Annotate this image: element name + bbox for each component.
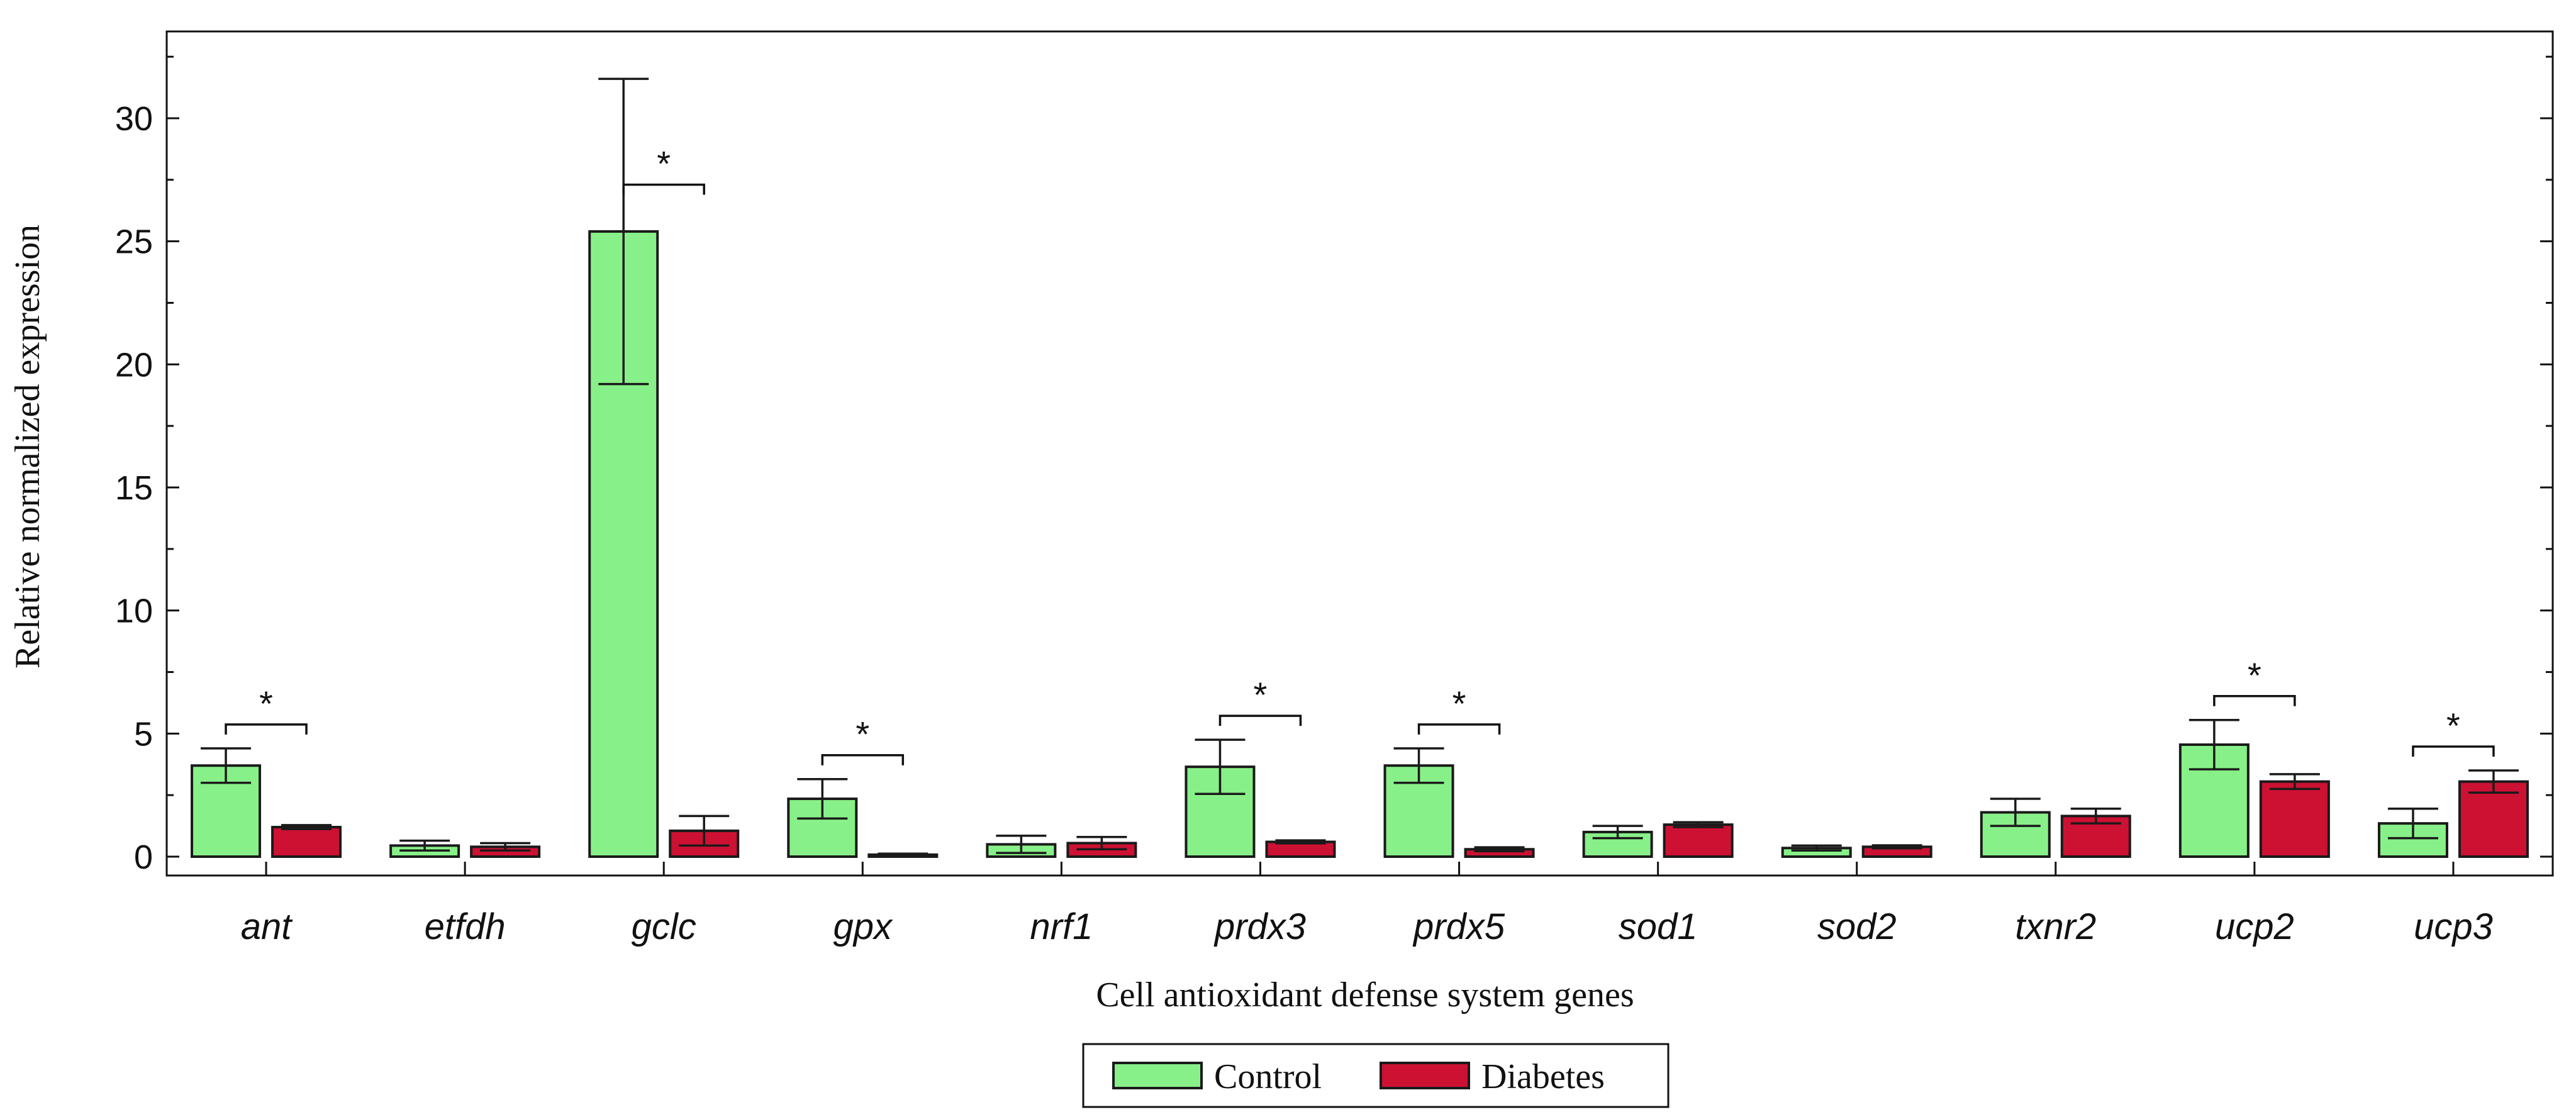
bar-diabetes-ant <box>271 826 342 859</box>
x-tick-label: gpx <box>834 906 894 947</box>
x-tick-label: ant <box>241 906 294 947</box>
plot-frame <box>165 30 2554 877</box>
x-tick-label: ucp3 <box>2414 906 2493 947</box>
y-tick-label: 25 <box>115 223 153 261</box>
legend: Control Diabetes <box>1082 1043 1670 1108</box>
x-axis-title: Cell antioxidant defense system genes <box>1096 976 1634 1015</box>
significance-star: * <box>856 714 869 754</box>
y-tick-label: 10 <box>115 592 153 630</box>
significance-bracket <box>1218 714 1302 726</box>
significance-bracket <box>821 753 905 765</box>
x-tick-label: txnr2 <box>2015 906 2096 947</box>
significance-star: * <box>2248 655 2261 695</box>
x-tick-label: prdx5 <box>1412 906 1505 947</box>
significance-star: * <box>259 684 273 723</box>
significance-bracket <box>225 723 308 735</box>
y-axis-title: Relative normalized expression <box>8 225 47 669</box>
significance-bracket <box>2213 695 2296 706</box>
x-tick-label: nrf1 <box>1030 906 1093 947</box>
y-tick-label: 30 <box>115 100 153 138</box>
bar-diabetes-sod1 <box>1663 823 1734 859</box>
significance-bracket <box>622 183 705 195</box>
bar-diabetes-ucp3 <box>2458 780 2529 858</box>
significance-star: * <box>657 144 671 184</box>
y-tick-label: 20 <box>115 346 153 384</box>
legend-label-diabetes: Diabetes <box>1481 1057 1605 1096</box>
significance-bracket <box>2412 745 2495 757</box>
legend-label-control: Control <box>1214 1057 1322 1096</box>
bar-diabetes-ucp2 <box>2259 780 2330 858</box>
y-tick-label: 5 <box>134 715 153 753</box>
y-tick-label: 15 <box>115 469 153 507</box>
legend-swatch-control <box>1112 1062 1203 1089</box>
significance-bracket <box>1417 723 1501 735</box>
x-tick-label: gclc <box>632 906 696 947</box>
x-tick-label: sod2 <box>1817 906 1897 947</box>
significance-star: * <box>2446 706 2460 745</box>
bar-control-gpx <box>787 798 858 858</box>
legend-swatch-diabetes <box>1380 1062 1470 1089</box>
significance-star: * <box>1452 684 1466 723</box>
x-tick-label: etfdh <box>425 906 506 947</box>
x-tick-label: prdx3 <box>1213 906 1306 947</box>
y-tick-label: 0 <box>134 838 153 876</box>
x-tick-label: ucp2 <box>2215 906 2294 947</box>
x-tick-label: sod1 <box>1619 906 1698 947</box>
significance-star: * <box>1254 675 1268 714</box>
